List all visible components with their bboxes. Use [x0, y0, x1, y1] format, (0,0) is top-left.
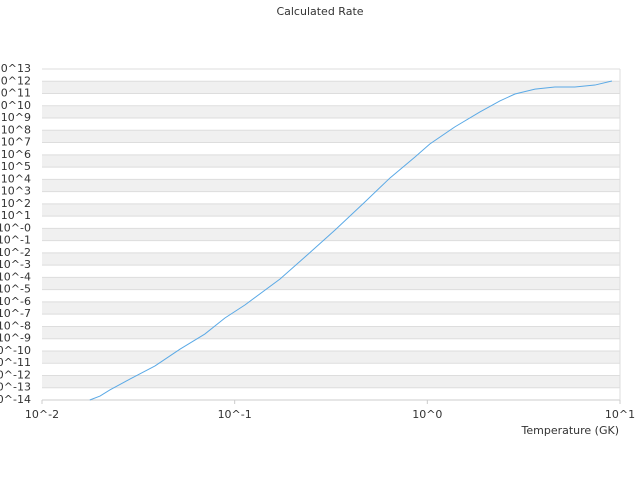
- y-tick-label: 10^13: [0, 62, 31, 75]
- grid-band: [42, 375, 620, 388]
- y-tick-label: 10^-3: [0, 258, 31, 271]
- grid-band: [42, 350, 620, 364]
- y-tick-label: 10^4: [1, 172, 31, 185]
- grid-band: [42, 301, 620, 315]
- y-tick-label: 10^12: [0, 74, 31, 87]
- y-tick-label: 10^-10: [0, 344, 31, 357]
- y-tick-label: 10^-2: [0, 246, 31, 259]
- y-tick-label: 10^-1: [0, 234, 31, 247]
- y-tick-label: 10^-9: [0, 332, 31, 345]
- x-tick-label: 10^-2: [25, 408, 59, 421]
- y-tick-label: 10^-11: [0, 356, 31, 369]
- grid-band: [42, 277, 620, 290]
- y-tick-label: 10^5: [1, 160, 31, 173]
- grid-band: [42, 326, 620, 339]
- y-tick-label: 10^-8: [0, 319, 31, 332]
- grid-band: [42, 81, 620, 94]
- y-tick-label: 10^-13: [0, 381, 31, 394]
- y-tick-label: 10^-6: [0, 295, 31, 308]
- y-tick-label: 10^-4: [0, 270, 31, 283]
- y-tick-label: 10^2: [1, 197, 31, 210]
- y-tick-label: 10^6: [1, 148, 31, 161]
- x-tick-label: 10^-1: [218, 408, 252, 421]
- y-tick-label: 10^11: [0, 87, 31, 100]
- y-tick-label: 10^7: [1, 136, 31, 149]
- y-tick-label: 10^-0: [0, 221, 31, 234]
- chart-title: Calculated Rate: [276, 5, 363, 18]
- y-tick-label: 10^-12: [0, 368, 31, 381]
- grid-band: [42, 105, 620, 119]
- grid-band: [42, 130, 620, 143]
- y-tick-label: 10^10: [0, 99, 31, 112]
- grid-band: [42, 228, 620, 241]
- grid-band: [42, 203, 620, 217]
- y-tick-label: 10^-5: [0, 283, 31, 296]
- x-axis-label: Temperature (GK): [521, 424, 620, 437]
- grid-band: [42, 179, 620, 192]
- x-tick-label: 10^1: [605, 408, 635, 421]
- y-tick-label: 10^-7: [0, 307, 31, 320]
- y-tick-label: 10^3: [1, 185, 31, 198]
- y-tick-label: 10^1: [1, 209, 31, 222]
- y-tick-label: 10^8: [1, 123, 31, 136]
- grid-band: [42, 252, 620, 266]
- x-tick-label: 10^0: [412, 408, 442, 421]
- y-tick-label: 10^9: [1, 111, 31, 124]
- data-line: [89, 80, 613, 401]
- grid-band: [42, 154, 620, 168]
- y-tick-label: 10^-14: [0, 393, 31, 406]
